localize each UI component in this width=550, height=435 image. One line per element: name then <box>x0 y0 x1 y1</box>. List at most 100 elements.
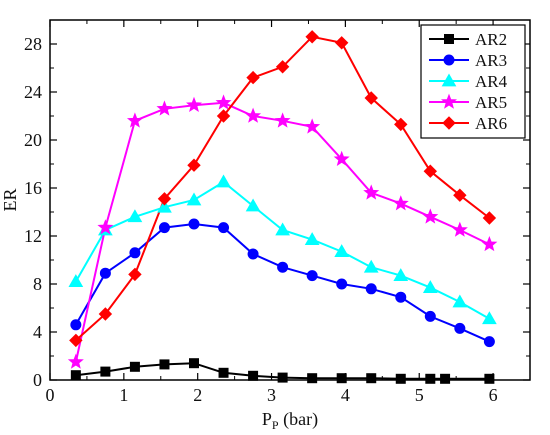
data-point-ar6 <box>69 333 83 348</box>
data-point-ar3 <box>424 310 436 322</box>
data-point-ar6 <box>334 36 349 50</box>
data-point-ar2 <box>189 358 199 369</box>
data-point-ar5 <box>215 94 232 110</box>
x-axis-title-unit: (bar) <box>279 409 318 430</box>
data-point-ar4 <box>452 294 468 308</box>
data-point-ar5 <box>245 107 262 123</box>
x-tick-label: 6 <box>489 385 498 405</box>
data-point-ar4 <box>186 192 202 206</box>
data-point-ar4 <box>245 198 261 212</box>
x-tick-label: 0 <box>46 385 55 405</box>
data-point-ar3 <box>483 336 495 348</box>
data-point-ar2 <box>366 373 377 384</box>
data-point-ar6 <box>187 158 201 172</box>
data-point-ar6 <box>98 307 113 321</box>
legend-marker-ar5 <box>441 93 457 109</box>
data-point-ar4 <box>127 209 143 223</box>
data-point-ar5 <box>363 184 380 200</box>
x-axis-title: PP (bar) <box>262 409 318 432</box>
data-point-ar3 <box>306 270 318 282</box>
data-point-ar2 <box>159 359 170 370</box>
data-point-ar2 <box>248 370 259 381</box>
y-tick-label: 20 <box>24 130 42 150</box>
data-point-ar3 <box>188 218 200 230</box>
data-point-ar2 <box>425 373 436 384</box>
data-point-ar3 <box>99 267 111 279</box>
x-tick-label: 3 <box>267 385 276 405</box>
legend: AR2 AR3 AR4 AR5 AR6 <box>420 24 526 139</box>
x-axis-title-subscript: P <box>272 418 279 432</box>
data-point-ar5 <box>97 219 114 235</box>
data-point-ar5 <box>67 353 84 369</box>
data-point-ar6 <box>216 109 231 123</box>
legend-marker-ar6 <box>442 116 456 130</box>
data-point-ar6 <box>305 30 319 44</box>
data-point-ar5 <box>392 195 409 211</box>
legend-label-ar4: AR4 <box>475 72 508 91</box>
legend-label-ar6: AR6 <box>475 114 507 133</box>
data-point-ar4 <box>482 311 497 325</box>
data-point-ar5 <box>126 112 143 128</box>
data-point-ar4 <box>393 268 409 281</box>
data-point-ar6 <box>128 267 142 282</box>
plot-frame <box>49 19 531 381</box>
data-point-ar3 <box>277 261 289 273</box>
data-point-ar6 <box>423 164 438 178</box>
data-point-ar3 <box>158 222 170 234</box>
legend-label-ar3: AR3 <box>475 51 507 70</box>
data-point-ar3 <box>336 278 348 290</box>
x-tick-label: 4 <box>341 385 350 405</box>
data-point-ar2 <box>218 367 229 378</box>
data-point-ar5 <box>156 100 173 116</box>
data-point-ar2 <box>70 370 81 381</box>
data-point-ar4 <box>275 222 290 236</box>
legend-marker-ar2 <box>444 34 454 44</box>
data-point-ar5 <box>274 112 291 128</box>
data-point-ar5 <box>451 221 468 237</box>
y-tick-label: 4 <box>33 322 42 342</box>
y-tick-label: 12 <box>24 226 42 246</box>
data-point-ar4 <box>157 199 172 213</box>
data-point-ar3 <box>247 248 259 260</box>
data-point-ar6 <box>453 188 467 202</box>
y-tick-label: 0 <box>33 370 42 390</box>
legend-label-ar2: AR2 <box>475 30 507 49</box>
data-point-ar6 <box>275 60 290 74</box>
data-point-ar2 <box>395 373 406 384</box>
y-tick-label: 16 <box>24 178 42 198</box>
data-point-ar3 <box>454 322 466 334</box>
data-point-ar4 <box>334 244 350 257</box>
y-tick-label: 8 <box>33 274 42 294</box>
data-point-ar3 <box>218 222 230 234</box>
y-tick-label: 24 <box>24 82 42 102</box>
data-point-ar3 <box>129 247 141 259</box>
data-point-ar4 <box>363 259 379 273</box>
data-point-ar5 <box>186 96 202 112</box>
data-point-ar6 <box>246 70 260 85</box>
y-tick-label: 28 <box>24 34 42 54</box>
data-point-ar5 <box>481 236 498 252</box>
data-point-ar5 <box>333 150 350 166</box>
data-point-ar3 <box>365 283 377 295</box>
data-point-ar2 <box>129 361 140 372</box>
data-point-ar2 <box>100 366 111 377</box>
data-point-ar4 <box>216 174 231 188</box>
data-point-ar4 <box>68 274 84 287</box>
data-point-ar6 <box>364 91 378 105</box>
series-markers <box>67 30 498 384</box>
data-point-ar2 <box>484 373 495 384</box>
data-point-ar4 <box>422 280 438 293</box>
series-line-ar3 <box>74 222 490 343</box>
data-point-ar6 <box>394 117 408 132</box>
legend-marker-ar4 <box>441 73 457 87</box>
x-tick-label: 5 <box>415 385 424 405</box>
legend-marker-ar3 <box>443 54 455 66</box>
data-point-ar5 <box>304 118 321 134</box>
data-point-ar6 <box>482 211 497 225</box>
data-point-ar3 <box>70 319 82 331</box>
data-point-ar3 <box>395 291 407 303</box>
data-point-ar2 <box>440 373 451 384</box>
legend-label-ar5: AR5 <box>475 93 507 112</box>
